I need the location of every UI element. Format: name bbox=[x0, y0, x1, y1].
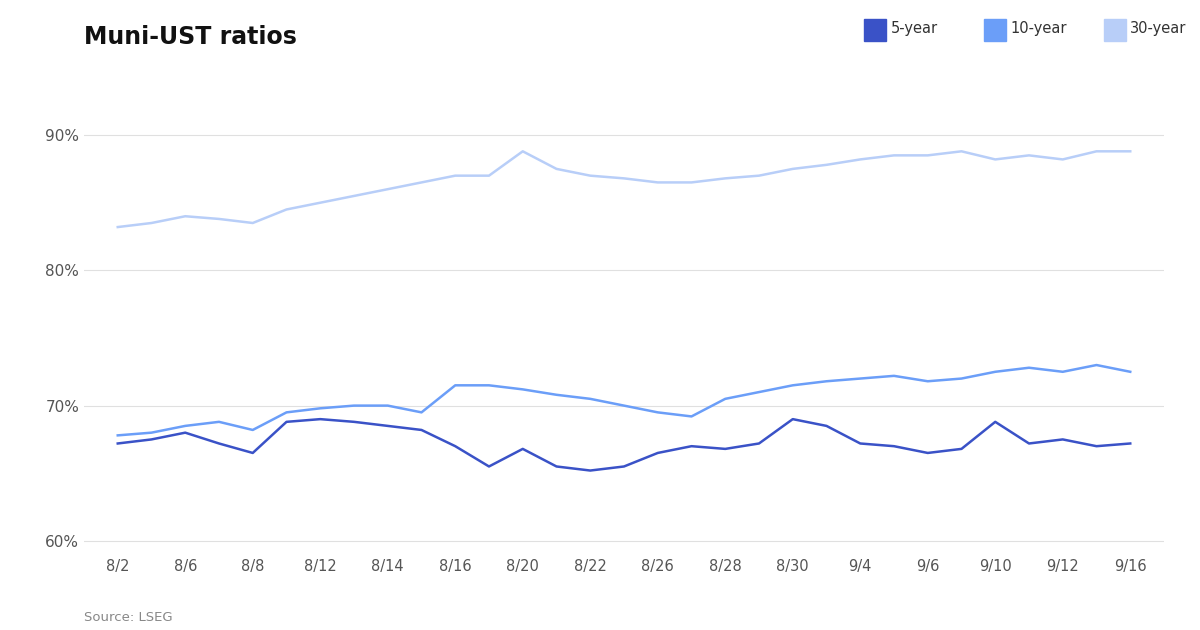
Text: Source: LSEG: Source: LSEG bbox=[84, 610, 173, 624]
Text: 30-year: 30-year bbox=[1130, 21, 1187, 36]
Text: Muni-UST ratios: Muni-UST ratios bbox=[84, 25, 296, 49]
Text: 5-year: 5-year bbox=[890, 21, 937, 36]
Text: 10-year: 10-year bbox=[1010, 21, 1067, 36]
